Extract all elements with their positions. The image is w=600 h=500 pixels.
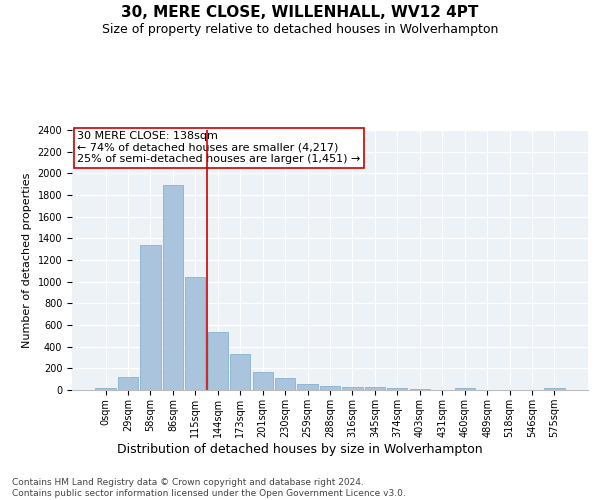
Bar — [140, 245, 161, 390]
Text: Contains HM Land Registry data © Crown copyright and database right 2024.
Contai: Contains HM Land Registry data © Crown c… — [12, 478, 406, 498]
Bar — [387, 388, 407, 390]
Bar — [455, 388, 475, 390]
Bar — [163, 185, 183, 390]
Bar — [298, 384, 317, 390]
Text: Size of property relative to detached houses in Wolverhampton: Size of property relative to detached ho… — [102, 22, 498, 36]
Bar — [275, 378, 295, 390]
Text: Distribution of detached houses by size in Wolverhampton: Distribution of detached houses by size … — [117, 442, 483, 456]
Bar — [185, 278, 205, 390]
Text: 30 MERE CLOSE: 138sqm
← 74% of detached houses are smaller (4,217)
25% of semi-d: 30 MERE CLOSE: 138sqm ← 74% of detached … — [77, 132, 361, 164]
Bar — [544, 388, 565, 390]
Y-axis label: Number of detached properties: Number of detached properties — [22, 172, 32, 348]
Bar — [320, 386, 340, 390]
Text: 30, MERE CLOSE, WILLENHALL, WV12 4PT: 30, MERE CLOSE, WILLENHALL, WV12 4PT — [121, 5, 479, 20]
Bar — [95, 388, 116, 390]
Bar — [343, 387, 362, 390]
Bar — [230, 354, 250, 390]
Bar — [208, 332, 228, 390]
Bar — [365, 387, 385, 390]
Bar — [118, 377, 138, 390]
Bar — [253, 372, 273, 390]
Bar — [410, 389, 430, 390]
